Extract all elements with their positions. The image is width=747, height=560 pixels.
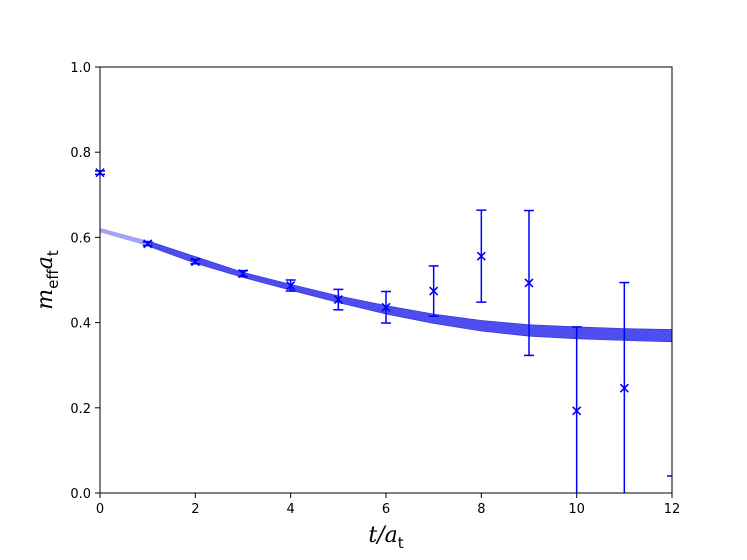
data-marker-x [572,406,582,416]
data-points-layer [95,168,672,493]
data-point [190,257,201,267]
y-tick-label: 1.0 [70,61,91,76]
x-tick-label: 6 [382,502,390,517]
data-marker-x [619,383,629,393]
data-point [238,269,248,279]
x-axis-label: t/at [368,523,403,552]
data-marker-x [190,257,200,267]
y-tick-label: 0.0 [70,487,91,502]
data-point [333,288,344,311]
x-tick-label: 0 [96,502,104,517]
data-marker-x [476,251,486,261]
plot-frame [99,66,673,494]
y-axis-label-sub2: t [44,250,62,256]
data-marker-x [333,295,343,305]
y-axis-label: meffat [33,250,62,310]
data-marker-x [238,269,248,279]
data-marker-x [381,302,391,312]
data-marker-x [143,239,153,249]
data-point [619,281,630,493]
x-tick-label: 2 [191,502,199,517]
data-point [571,326,582,493]
y-ticks: 0.0 0.2 0.4 0.6 0.8 1.0 [70,61,100,502]
data-point [524,209,534,357]
data-point [428,265,439,317]
y-axis-label-main: m [33,289,58,310]
data-point [476,209,487,303]
data-point [381,290,391,324]
x-tick-label: 10 [568,502,585,517]
y-axis-label-main2: a [33,256,58,269]
data-point [142,239,153,249]
fit-band-extrapolated [100,228,148,246]
data-marker-x [524,278,534,288]
x-tick-label: 8 [477,502,485,517]
y-axis-label-sub1: eff [44,269,62,289]
x-axis-label-main: t/a [368,523,397,548]
y-tick-label: 0.8 [70,146,91,161]
y-tick-label: 0.6 [70,231,91,246]
x-ticks: 0 2 4 6 8 10 12 [96,493,680,517]
x-axis-label-sub: t [398,534,404,552]
data-marker-x [429,286,439,296]
fit-band-layer [100,228,673,343]
data-marker-x [286,280,296,291]
y-tick-label: 0.2 [70,402,91,417]
x-tick-label: 4 [287,502,295,517]
x-tick-label: 12 [664,502,681,517]
data-point [285,279,296,292]
fit-band [147,240,673,343]
y-tick-label: 0.4 [70,317,91,332]
